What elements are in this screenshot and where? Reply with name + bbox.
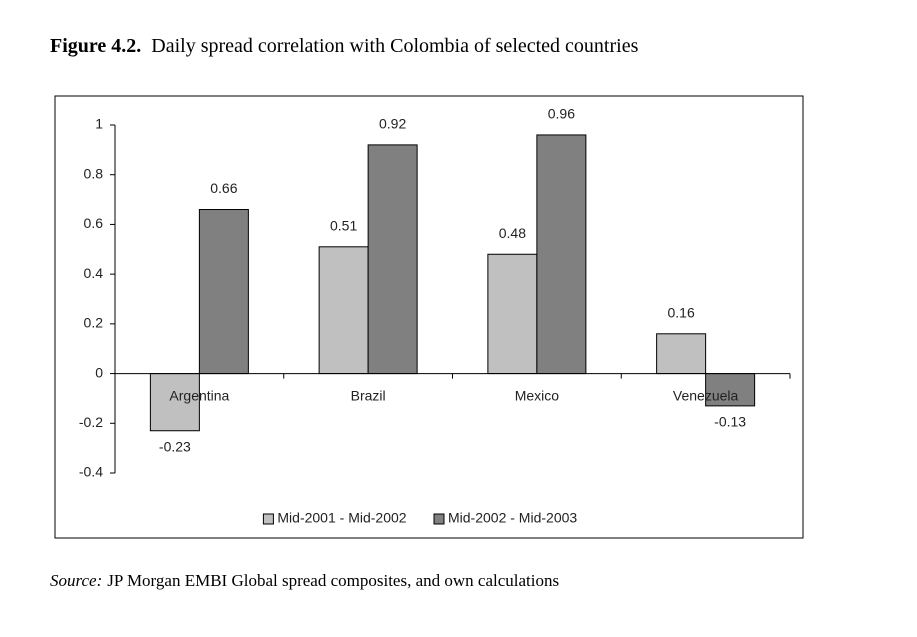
legend-label: Mid-2002 - Mid-2003 — [448, 510, 577, 526]
bar — [318, 246, 369, 375]
figure-number: Figure 4.2. — [50, 35, 141, 57]
bar — [656, 333, 707, 375]
x-tick-label: Brazil — [351, 387, 386, 403]
y-tick-label: 0.2 — [84, 315, 104, 331]
data-label: 0.16 — [668, 305, 695, 321]
legend-label: Mid-2001 - Mid-2002 — [277, 510, 406, 526]
x-tick-label: Venezuela — [673, 387, 739, 403]
bar — [198, 209, 249, 375]
legend-swatch — [262, 513, 274, 525]
y-tick-label: -0.2 — [79, 414, 103, 430]
title-text: Daily spread correlation with Colombia o… — [151, 35, 638, 57]
y-tick-label: -0.4 — [79, 464, 103, 480]
x-tick-label: Argentina — [169, 387, 229, 403]
bar — [149, 373, 200, 432]
y-tick-label: 0.6 — [84, 215, 104, 231]
y-tick-label: 0 — [95, 364, 103, 380]
source-text: JP Morgan EMBI Global spread composites,… — [107, 571, 559, 590]
data-label: -0.13 — [714, 414, 746, 430]
chart-title: Figure 4.2. Daily spread correlation with… — [50, 35, 639, 57]
data-label: 0.66 — [210, 180, 237, 196]
x-tick-label: Mexico — [515, 387, 560, 403]
y-tick-label: 1 — [95, 116, 103, 132]
bar — [536, 134, 587, 375]
y-tick-label: 0.4 — [84, 265, 104, 281]
y-tick-label: 0.8 — [84, 165, 104, 181]
data-label: 0.96 — [548, 106, 575, 122]
data-label: 0.48 — [499, 225, 526, 241]
data-label: -0.23 — [159, 438, 191, 454]
source-label: Source: — [50, 571, 102, 590]
source-note: Source: JP Morgan EMBI Global spread comp… — [50, 571, 559, 590]
chart-frame — [54, 95, 804, 539]
bar — [367, 144, 418, 375]
data-label: 0.92 — [379, 116, 406, 132]
data-label: 0.51 — [330, 218, 357, 234]
bar — [487, 253, 538, 375]
legend-swatch — [433, 513, 445, 525]
